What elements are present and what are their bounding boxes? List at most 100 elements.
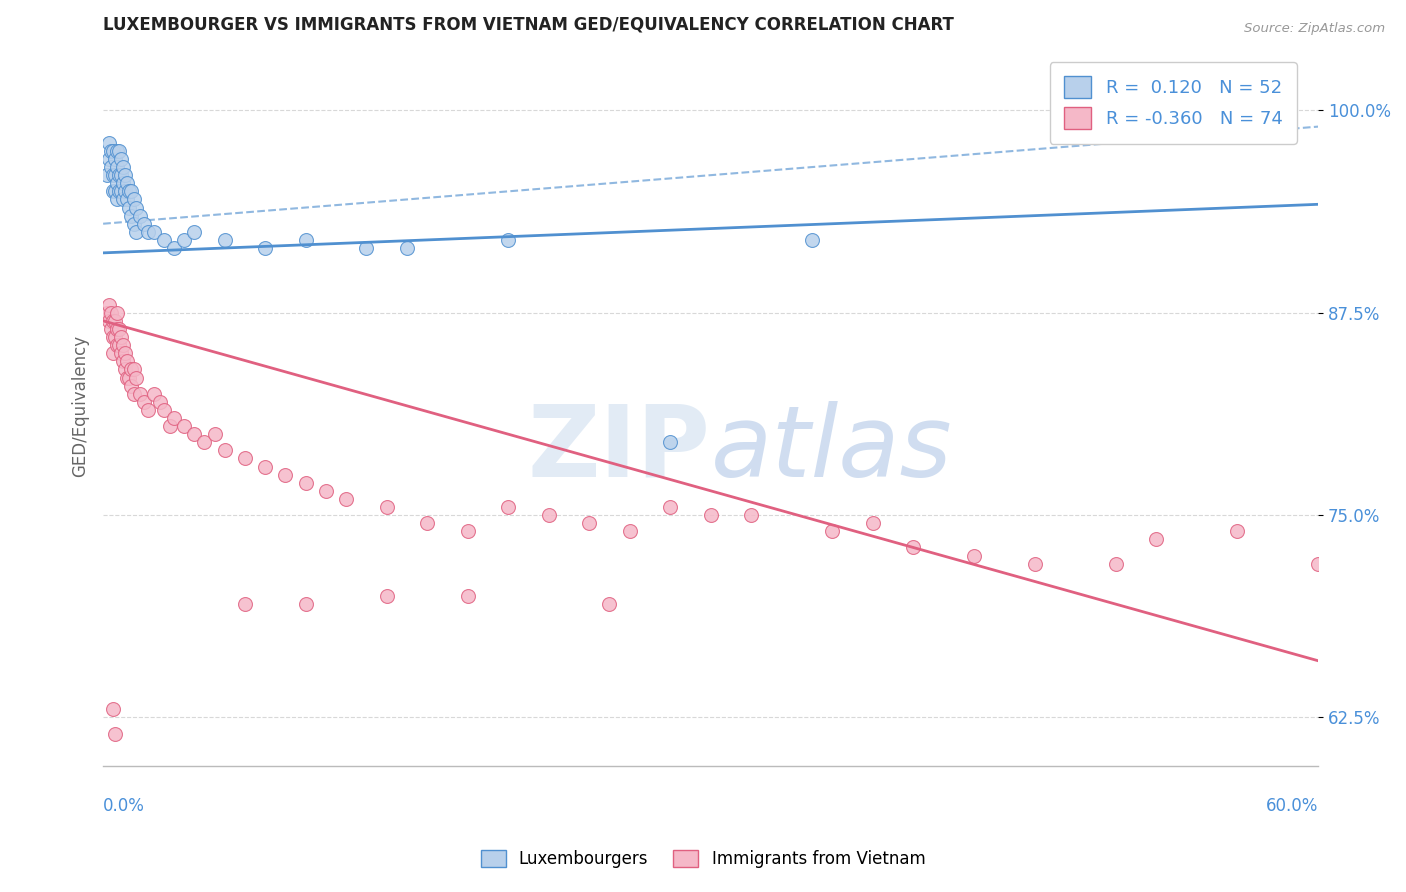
Point [821, 524, 844, 539]
Point [457, 524, 479, 539]
Point [375, 500, 398, 514]
Point [233, 451, 256, 466]
Point [104, 185, 127, 199]
Point [114, 185, 136, 199]
Point [105, 144, 128, 158]
Point [96, 168, 118, 182]
Point [122, 193, 145, 207]
Point [118, 370, 141, 384]
Point [142, 225, 165, 239]
Point [142, 386, 165, 401]
Point [105, 160, 128, 174]
Point [173, 419, 195, 434]
Point [183, 427, 205, 442]
Point [121, 362, 143, 376]
Point [254, 241, 277, 255]
Point [104, 168, 127, 182]
Point [294, 597, 316, 611]
Point [128, 209, 150, 223]
Point [1308, 557, 1330, 571]
Point [121, 209, 143, 223]
Point [103, 168, 125, 182]
Point [103, 185, 125, 199]
Point [100, 144, 122, 158]
Point [118, 185, 141, 199]
Point [163, 241, 186, 255]
Point [963, 549, 986, 563]
Point [132, 217, 155, 231]
Point [124, 225, 146, 239]
Point [496, 500, 519, 514]
Point [104, 152, 127, 166]
Point [335, 491, 357, 506]
Point [112, 160, 135, 174]
Point [117, 370, 139, 384]
Point [121, 378, 143, 392]
Point [105, 193, 128, 207]
Point [173, 233, 195, 247]
Y-axis label: GED/Equivalency: GED/Equivalency [72, 334, 89, 477]
Point [104, 314, 127, 328]
Point [105, 322, 128, 336]
Point [104, 330, 127, 344]
Point [114, 346, 136, 360]
Point [118, 201, 141, 215]
Point [132, 394, 155, 409]
Point [112, 354, 135, 368]
Text: 0.0%: 0.0% [103, 797, 145, 814]
Point [108, 144, 131, 158]
Point [254, 459, 277, 474]
Point [128, 386, 150, 401]
Point [110, 168, 132, 182]
Point [233, 597, 256, 611]
Point [163, 411, 186, 425]
Point [124, 201, 146, 215]
Legend: R =  0.120   N = 52, R = -0.360   N = 74: R = 0.120 N = 52, R = -0.360 N = 74 [1050, 62, 1298, 144]
Point [136, 225, 159, 239]
Point [1024, 557, 1046, 571]
Point [110, 152, 132, 166]
Point [121, 185, 143, 199]
Point [112, 338, 135, 352]
Point [1105, 557, 1128, 571]
Point [122, 386, 145, 401]
Point [124, 370, 146, 384]
Point [214, 443, 236, 458]
Point [114, 168, 136, 182]
Point [108, 168, 131, 182]
Point [457, 589, 479, 603]
Point [114, 362, 136, 376]
Point [104, 726, 127, 740]
Text: ZIP: ZIP [527, 401, 710, 498]
Point [110, 185, 132, 199]
Point [110, 346, 132, 360]
Point [659, 500, 682, 514]
Point [699, 508, 721, 522]
Point [103, 702, 125, 716]
Point [100, 322, 122, 336]
Point [98, 152, 121, 166]
Point [537, 508, 560, 522]
Point [103, 330, 125, 344]
Point [1144, 533, 1167, 547]
Point [98, 298, 121, 312]
Point [105, 176, 128, 190]
Point [100, 306, 122, 320]
Point [108, 322, 131, 336]
Point [122, 362, 145, 376]
Point [112, 176, 135, 190]
Point [117, 176, 139, 190]
Point [862, 516, 884, 531]
Point [103, 314, 125, 328]
Point [375, 589, 398, 603]
Point [193, 435, 215, 450]
Text: Source: ZipAtlas.com: Source: ZipAtlas.com [1244, 22, 1385, 36]
Point [204, 427, 226, 442]
Point [100, 160, 122, 174]
Point [578, 516, 600, 531]
Point [108, 185, 131, 199]
Text: LUXEMBOURGER VS IMMIGRANTS FROM VIETNAM GED/EQUIVALENCY CORRELATION CHART: LUXEMBOURGER VS IMMIGRANTS FROM VIETNAM … [103, 15, 955, 33]
Point [103, 144, 125, 158]
Point [110, 330, 132, 344]
Point [356, 241, 378, 255]
